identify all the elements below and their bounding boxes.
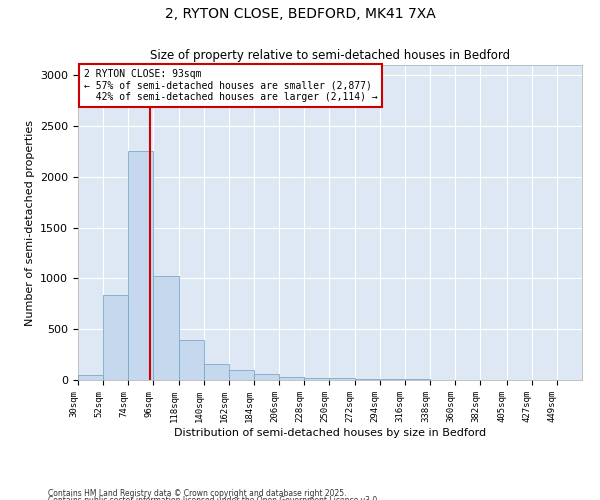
- Y-axis label: Number of semi-detached properties: Number of semi-detached properties: [25, 120, 35, 326]
- Bar: [78, 375, 103, 380]
- X-axis label: Distribution of semi-detached houses by size in Bedford: Distribution of semi-detached houses by …: [174, 428, 486, 438]
- Bar: [229, 370, 254, 380]
- Text: Contains HM Land Registry data © Crown copyright and database right 2025.: Contains HM Land Registry data © Crown c…: [48, 488, 347, 498]
- Text: Contains public sector information licensed under the Open Government Licence v3: Contains public sector information licen…: [48, 496, 380, 500]
- Text: 2, RYTON CLOSE, BEDFORD, MK41 7XA: 2, RYTON CLOSE, BEDFORD, MK41 7XA: [164, 8, 436, 22]
- Bar: [329, 378, 355, 380]
- Bar: [128, 152, 154, 380]
- Bar: [154, 276, 179, 380]
- Text: 2 RYTON CLOSE: 93sqm
← 57% of semi-detached houses are smaller (2,877)
  42% of : 2 RYTON CLOSE: 93sqm ← 57% of semi-detac…: [84, 69, 377, 102]
- Bar: [254, 374, 279, 380]
- Bar: [304, 378, 329, 380]
- Bar: [279, 378, 304, 380]
- Bar: [103, 294, 128, 380]
- Bar: [179, 340, 204, 380]
- Bar: [204, 364, 229, 380]
- Title: Size of property relative to semi-detached houses in Bedford: Size of property relative to semi-detach…: [150, 50, 510, 62]
- Bar: [355, 379, 380, 380]
